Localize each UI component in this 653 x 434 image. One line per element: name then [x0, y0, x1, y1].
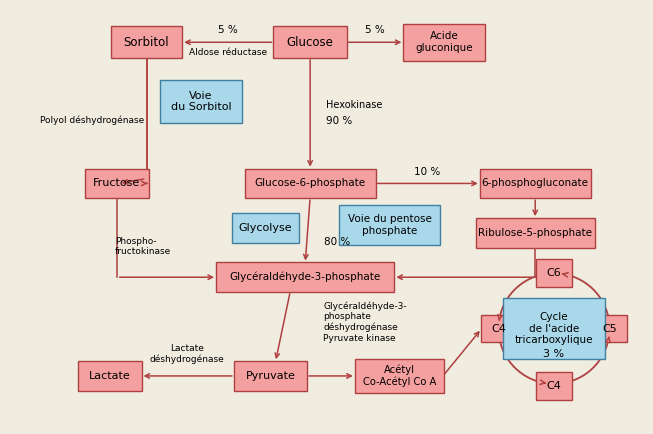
- Text: Hexokinase: Hexokinase: [326, 100, 383, 110]
- Text: Glycéraldéhyde-3-
phosphate
déshydrogénase: Glycéraldéhyde-3- phosphate déshydrogéna…: [323, 301, 407, 332]
- Text: Voie du pentose
phosphate: Voie du pentose phosphate: [347, 214, 432, 236]
- Text: 80 %: 80 %: [324, 237, 350, 247]
- FancyBboxPatch shape: [476, 218, 595, 248]
- Text: Voie
du Sorbitol: Voie du Sorbitol: [171, 91, 231, 112]
- Text: Phospho-
fructokinase: Phospho- fructokinase: [115, 237, 171, 256]
- Text: 5 %: 5 %: [365, 26, 385, 36]
- Text: Cycle
de l'acide
tricarboxylique: Cycle de l'acide tricarboxylique: [515, 312, 594, 345]
- Text: Pyruvate: Pyruvate: [246, 371, 295, 381]
- FancyBboxPatch shape: [592, 315, 628, 342]
- FancyBboxPatch shape: [161, 80, 242, 123]
- Text: 10 %: 10 %: [414, 167, 440, 177]
- FancyBboxPatch shape: [232, 213, 299, 243]
- Text: Acide
gluconique: Acide gluconique: [415, 32, 473, 53]
- FancyBboxPatch shape: [404, 24, 485, 60]
- Text: 5 %: 5 %: [218, 26, 238, 36]
- Text: Pyruvate kinase: Pyruvate kinase: [323, 334, 396, 343]
- Text: 90 %: 90 %: [326, 116, 352, 126]
- FancyBboxPatch shape: [245, 169, 375, 198]
- Text: Sorbitol: Sorbitol: [123, 36, 169, 49]
- Text: C4: C4: [547, 381, 562, 391]
- FancyBboxPatch shape: [339, 205, 440, 245]
- Text: Lactate
déshydrogénase: Lactate déshydrogénase: [150, 344, 225, 364]
- FancyBboxPatch shape: [274, 26, 347, 58]
- Text: Polyol déshydrogénase: Polyol déshydrogénase: [40, 115, 145, 125]
- FancyBboxPatch shape: [355, 359, 444, 393]
- Text: Glycéraldéhyde-3-phosphate: Glycéraldéhyde-3-phosphate: [230, 272, 381, 283]
- FancyBboxPatch shape: [536, 260, 572, 287]
- Text: C6: C6: [547, 268, 562, 278]
- FancyBboxPatch shape: [111, 26, 182, 58]
- Text: 3 %: 3 %: [543, 349, 565, 359]
- FancyBboxPatch shape: [234, 361, 307, 391]
- Text: Glucose-6-phosphate: Glucose-6-phosphate: [255, 178, 366, 188]
- Text: 6-phosphogluconate: 6-phosphogluconate: [482, 178, 589, 188]
- Text: Glycolyse: Glycolyse: [239, 223, 293, 233]
- Text: Lactate: Lactate: [89, 371, 131, 381]
- FancyBboxPatch shape: [481, 315, 517, 342]
- Text: C5: C5: [602, 324, 617, 334]
- FancyBboxPatch shape: [480, 169, 591, 198]
- FancyBboxPatch shape: [216, 263, 394, 292]
- Text: Glucose: Glucose: [287, 36, 334, 49]
- FancyBboxPatch shape: [536, 372, 572, 400]
- Text: Aldose réductase: Aldose réductase: [189, 48, 267, 57]
- Text: Ribulose-5-phosphate: Ribulose-5-phosphate: [478, 228, 592, 238]
- Text: C4: C4: [491, 324, 506, 334]
- FancyBboxPatch shape: [85, 169, 148, 198]
- Text: Fructose: Fructose: [93, 178, 140, 188]
- FancyBboxPatch shape: [78, 361, 142, 391]
- FancyBboxPatch shape: [503, 298, 605, 359]
- Text: Acétyl
Co-Acétyl Co A: Acétyl Co-Acétyl Co A: [362, 365, 436, 387]
